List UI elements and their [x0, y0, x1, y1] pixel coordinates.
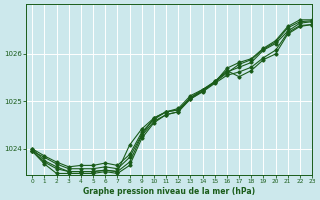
X-axis label: Graphe pression niveau de la mer (hPa): Graphe pression niveau de la mer (hPa)	[83, 187, 255, 196]
